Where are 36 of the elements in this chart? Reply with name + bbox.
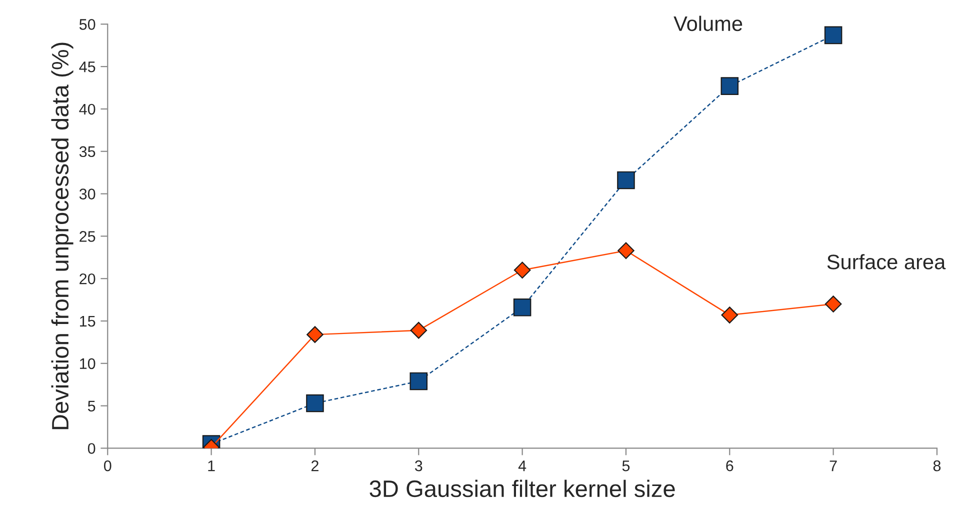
text: Volume — [674, 16, 742, 32]
point — [306, 394, 324, 412]
y-tick-label: 5 — [88, 400, 96, 412]
y-tick-label: 50 — [79, 19, 96, 30]
x-tick-label: 4 — [518, 460, 526, 472]
point — [824, 296, 842, 312]
y-axis-title: Deviation from unprocessed data (%) — [51, 42, 74, 430]
x-tick-label: 8 — [933, 460, 941, 472]
point — [617, 171, 635, 190]
x-tick-label: 7 — [830, 460, 837, 472]
y-tick-label: 25 — [80, 231, 96, 242]
x-tick-label: 1 — [208, 460, 215, 472]
x-tick-label: 5 — [622, 460, 630, 472]
point — [306, 326, 324, 343]
series-label: Surface area — [827, 254, 946, 270]
point — [513, 298, 532, 316]
point — [514, 262, 531, 279]
y-tick-label: 10 — [80, 358, 96, 370]
x-tick-label: 3 — [414, 460, 422, 472]
point — [410, 322, 428, 339]
point — [824, 26, 842, 44]
x-axis-title: 3D Gaussian filter kernel size — [370, 480, 675, 498]
point — [720, 77, 739, 95]
point — [410, 372, 428, 390]
x-tick-label: 6 — [726, 460, 734, 472]
y-tick-label: 40 — [79, 104, 96, 115]
y-tick-label: 30 — [79, 188, 96, 200]
point — [721, 306, 738, 324]
point — [618, 242, 634, 260]
y-tick-label: 45 — [79, 62, 96, 72]
x-tick-label: 2 — [311, 460, 318, 472]
y-tick-label: 15 — [80, 316, 96, 327]
y-tick-label: 20 — [80, 273, 96, 284]
x-tick-label: 0 — [104, 460, 112, 472]
y-tick-label: 35 — [79, 146, 96, 158]
y-tick-label: 0 — [88, 443, 96, 454]
